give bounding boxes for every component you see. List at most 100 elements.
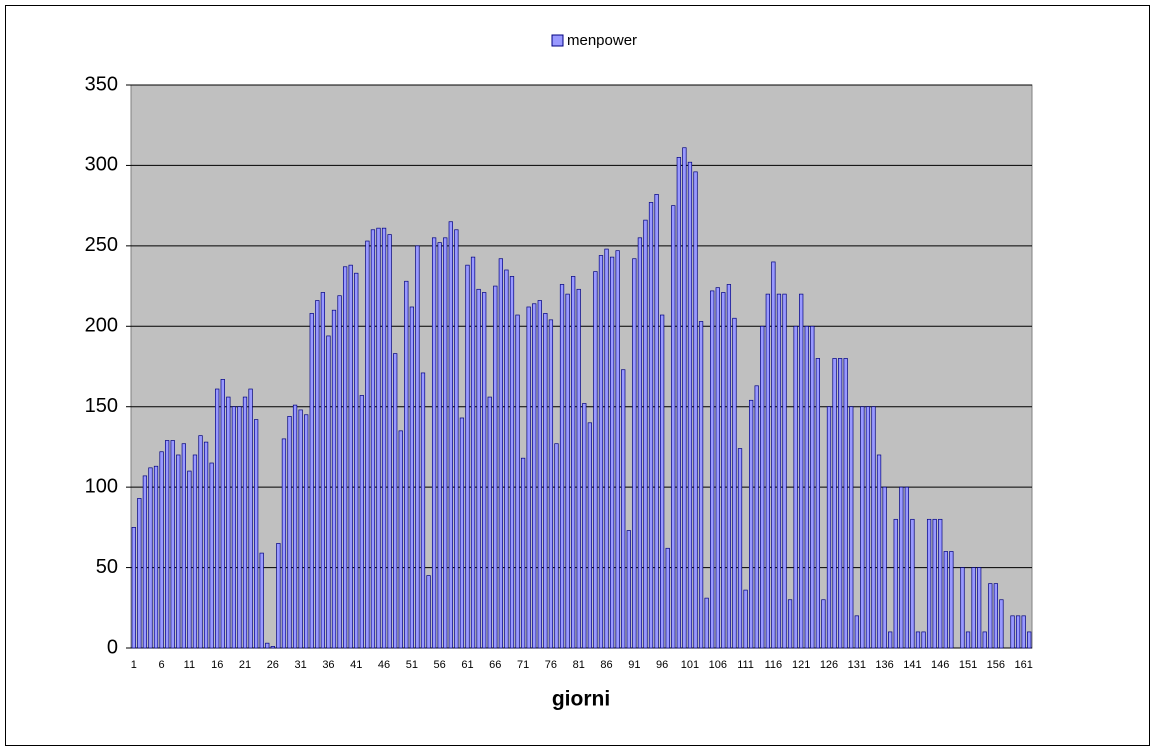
bar [159,451,164,649]
bar [209,462,214,649]
bar [865,406,871,649]
bar [1015,615,1021,649]
bar [437,242,442,649]
bar [660,314,665,649]
bar [615,250,620,649]
bar [381,227,387,649]
x-tick-label: 131 [848,659,866,671]
bar [632,258,637,649]
x-tick-label: 106 [709,659,727,671]
bar [270,646,275,649]
bar [348,264,353,649]
bar [988,583,993,649]
bar [932,518,937,649]
bar [315,300,320,649]
bar [749,399,754,649]
bar [654,194,659,649]
bar [854,615,859,649]
bar [420,372,426,649]
legend-swatch [551,34,564,47]
x-tick-label: 121 [792,659,810,671]
bar [470,256,476,649]
bar [949,551,954,649]
bar [582,403,587,649]
x-tick-label: 46 [378,659,390,671]
bar [604,248,609,649]
bar [782,293,787,649]
bar [354,272,359,649]
bar [559,284,565,649]
bar [404,280,409,649]
bar [520,457,526,649]
bar [448,221,453,649]
x-tick-label: 86 [600,659,612,671]
bar [281,438,287,649]
x-tick-label: 146 [931,659,949,671]
bar [526,306,531,649]
bar [626,530,631,649]
bar [860,406,865,649]
x-tick-label: 151 [959,659,977,671]
bar [376,227,381,649]
bar [926,518,932,649]
bar [787,599,793,649]
bar [915,631,921,649]
x-tick-label: 96 [656,659,668,671]
bar [476,288,481,649]
bar [565,293,570,649]
bar [676,157,681,649]
bar [882,486,887,649]
bar [737,448,743,649]
x-tick-label: 81 [573,659,585,671]
y-tick-label: 250 [85,234,118,256]
bar [342,266,348,649]
bar [337,295,342,649]
bar [131,527,136,649]
bar [893,518,898,649]
bar [943,551,948,649]
bar [843,358,848,649]
x-tick-label: 66 [489,659,501,671]
x-tick-label: 71 [517,659,529,671]
bar [760,325,765,649]
x-tick-label: 126 [820,659,838,671]
bar [487,396,492,649]
bar [960,567,965,649]
bar [515,314,520,649]
bar [904,486,909,649]
x-tick-label: 11 [184,659,195,671]
bar [804,325,809,649]
bar [721,292,726,649]
x-tick-label: 1 [131,659,137,671]
bar [754,385,759,649]
bar [259,552,264,649]
bar [698,321,704,649]
bar [876,454,882,649]
bar [482,292,487,649]
bar [326,335,331,649]
bar [771,261,776,649]
bar [938,518,943,649]
bar [170,440,175,649]
bar [726,284,732,649]
bar [993,583,998,649]
bar [837,358,843,649]
bar [543,313,548,649]
x-tick-label: 51 [406,659,418,671]
bar [743,589,748,649]
x-tick-label: 76 [545,659,557,671]
bar [398,430,403,649]
bar [292,404,298,649]
bar [370,229,376,649]
bar [142,475,148,649]
bar [165,440,170,649]
y-tick-label: 300 [85,154,118,176]
bar [248,388,253,649]
bar [465,264,470,649]
bar [899,486,904,649]
bar [682,147,687,649]
bar [799,293,804,649]
bar [509,276,515,649]
bar [637,237,643,649]
